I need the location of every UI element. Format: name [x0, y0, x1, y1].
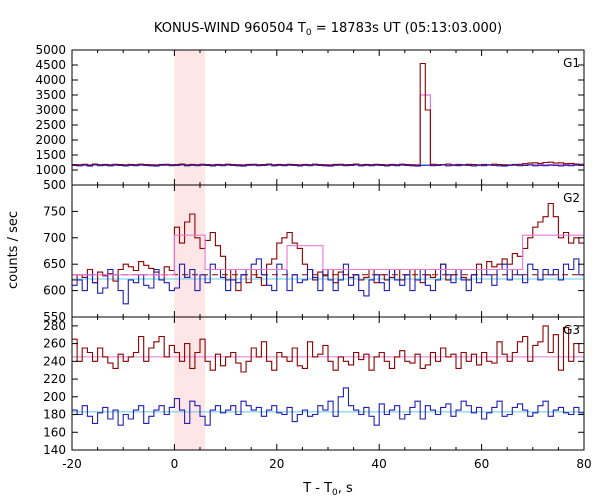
y-tick-label: 3500	[35, 88, 66, 102]
y-tick-label: 4000	[35, 73, 66, 87]
highlight-band	[174, 50, 206, 185]
x-tick-label: 80	[576, 457, 591, 471]
step-series-pink	[72, 94, 584, 166]
y-tick-label: 240	[43, 354, 66, 368]
xlabel-suffix: , s	[338, 481, 353, 496]
xlabel-subscript: 0	[332, 488, 338, 498]
y-axis-label: counts / sec	[6, 211, 21, 289]
y-tick-label: 2000	[35, 133, 66, 147]
y-tick-label: 280	[43, 319, 66, 333]
highlight-band	[174, 317, 206, 450]
x-tick-label: 20	[269, 457, 284, 471]
highlight-band	[174, 185, 206, 317]
y-tick-label: 140	[43, 443, 66, 457]
y-tick-label: 500	[43, 178, 66, 192]
x-tick-label: 0	[171, 457, 179, 471]
x-axis-label: T - T0, s	[302, 481, 353, 498]
y-tick-label: 220	[43, 372, 66, 386]
y-tick-label: 5000	[35, 43, 66, 57]
y-tick-label: 4500	[35, 58, 66, 72]
y-tick-label: 2500	[35, 118, 66, 132]
y-tick-label: 260	[43, 337, 66, 351]
series-blue	[72, 387, 584, 426]
panel-frame	[71, 184, 585, 318]
y-tick-label: 180	[43, 408, 66, 422]
y-tick-label: 1500	[35, 148, 66, 162]
x-tick-label: 60	[474, 457, 489, 471]
series-blue	[72, 164, 584, 167]
y-tick-label: 650	[43, 257, 66, 271]
series-dark_red	[72, 62, 584, 166]
y-tick-label: 600	[43, 284, 66, 298]
panel-g3: 140 160 180 200 220 240 260 280 G3	[43, 316, 585, 457]
y-tick-label: 160	[43, 425, 66, 439]
series-dark_red	[72, 325, 584, 373]
y-tick-label: 1000	[35, 163, 66, 177]
panel-label: G3	[563, 323, 580, 337]
series-pink	[72, 234, 584, 276]
series-blue	[72, 258, 584, 305]
y-tick-label: 750	[43, 204, 66, 218]
x-tick-labels: -20 0 20 40 60 80	[62, 457, 591, 471]
panel-frame	[71, 316, 585, 451]
y-tick-label: 3000	[35, 103, 66, 117]
panel-label: G1	[563, 56, 580, 70]
title-suffix: = 18783s UT (05:13:03.000)	[312, 21, 502, 36]
x-tick-label: 40	[372, 457, 387, 471]
y-tick-label: 700	[43, 231, 66, 245]
panel-g2: 550 600 650 700 750 G2	[43, 184, 585, 324]
y-tick-label: 550	[43, 310, 66, 324]
xlabel-prefix: T - T	[302, 481, 332, 496]
chart-title: KONUS-WIND 960504 T0 = 18783s UT (05:13:…	[154, 21, 502, 38]
title-subscript: 0	[306, 28, 312, 38]
title-prefix: KONUS-WIND 960504 T	[154, 21, 306, 36]
y-tick-label: 200	[43, 390, 66, 404]
x-tick-label: -20	[62, 457, 82, 471]
panel-label: G2	[563, 191, 580, 205]
